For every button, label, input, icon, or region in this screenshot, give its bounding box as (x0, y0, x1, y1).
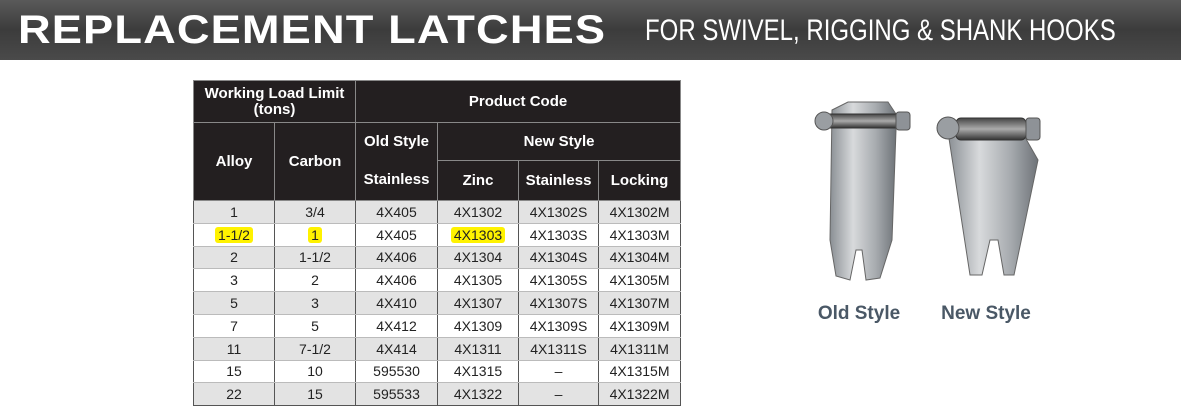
cell: 4X410 (355, 291, 439, 315)
cell: 15 (193, 360, 275, 384)
cell: – (518, 360, 600, 384)
cell: 4X1322 (437, 382, 520, 407)
row: 15 10 595530 4X1315–4X1315M (193, 360, 682, 384)
cell: 595530 (355, 360, 439, 384)
cell: 4X1304 (437, 246, 520, 270)
highlighted-text: 1-1/2 (215, 226, 253, 243)
cell: 4X1302M (598, 200, 682, 224)
cell: 4X1303 (437, 223, 520, 247)
header-cell: Stainless (355, 160, 439, 201)
cell: 2 (193, 246, 275, 270)
cell: 3/4 (273, 200, 357, 224)
header-cell: Working Load Limit (tons) (192, 80, 357, 123)
cell: 15 (273, 382, 357, 407)
row: 5 3 4X410 4X1307 4X1307S 4X1307M (193, 291, 682, 315)
header-cell: Old Style (355, 122, 439, 161)
cell: 4X1309M (598, 314, 682, 338)
cell: 4X1305S (518, 268, 600, 293)
cell: 4X405 (355, 200, 439, 224)
cell: 4X1309 (437, 314, 520, 338)
new-style-latch (936, 116, 1041, 276)
header-cell: Zinc (437, 160, 520, 201)
cell: 10 (273, 360, 357, 384)
cell: 595533 (355, 382, 439, 407)
cell: 7 (193, 314, 275, 338)
cell: 1 (273, 223, 357, 247)
cell: 4X1302 (437, 200, 520, 224)
table-body: 1 3/4 4X405 4X1302 4X1302S 4X1302M 1-1/2 1 4X40… (193, 200, 682, 407)
cell: 22 (193, 382, 275, 407)
row: 11 7-1/2 4X414 4X1311 4X1311S 4X1311M (193, 337, 682, 361)
cell: 4X412 (355, 314, 439, 338)
highlighted-text: 1 (308, 226, 322, 243)
row: 22 15 595533 4X1322–4X1322M (193, 382, 682, 407)
image-caption: New Style (941, 303, 1031, 324)
cell: 4X1309S (518, 314, 600, 338)
cell: 4X1322M (598, 382, 682, 407)
latch-table: Working Load Limit (tons) Product Code A… (192, 80, 682, 407)
header-cell: Alloy (193, 122, 275, 201)
row: 1 3/4 4X405 4X1302 4X1302S 4X1302M (193, 200, 682, 224)
title: REPLACEMENT LATCHES (18, 8, 607, 52)
latch-illustrations (814, 101, 1041, 281)
row: 3 2 4X406 4X1305 4X1305S 4X1305M (193, 268, 682, 293)
row: 2 1-1/2 4X406 4X1304 4X1304S 4X1304M (193, 246, 682, 270)
cell: 4X1307 (437, 291, 520, 315)
cell: 11 (193, 337, 275, 361)
cell: 2 (273, 268, 357, 293)
cell: 4X1315M (598, 360, 682, 384)
cell: 5 (193, 291, 275, 315)
header-cell: Locking (598, 160, 682, 201)
subtitle: FOR SWIVEL, RIGGING & SHANK HOOKS (645, 14, 1116, 47)
cell: 4X1315 (437, 360, 520, 384)
cell: 3 (273, 291, 357, 315)
cell: 7-1/2 (273, 337, 357, 361)
cell: 4X406 (355, 246, 439, 270)
cell: 3 (193, 268, 275, 293)
cell: 4X1311 (437, 337, 520, 361)
header-cell: Stainless (518, 160, 600, 201)
cell: 4X1302S (518, 200, 600, 224)
header-cell: New Style (437, 122, 682, 161)
header-cell: Carbon (273, 122, 357, 201)
cell: 4X1304M (598, 246, 682, 270)
row: 7 5 4X412 4X1309 4X1309S 4X1309M (193, 314, 682, 338)
cell: – (518, 382, 600, 407)
cell: 4X1303M (598, 223, 682, 247)
cell: 1 (193, 200, 275, 224)
cell: 4X1307S (518, 291, 600, 315)
old-style-latch (814, 101, 911, 281)
cell: 4X414 (355, 337, 439, 361)
cell: 4X1304S (518, 246, 600, 270)
cell: 4X1303S (518, 223, 600, 247)
banner: REPLACEMENT LATCHES FOR SWIVEL, RIGGING … (0, 0, 1181, 60)
cell: 4X1305M (598, 268, 682, 293)
cell: 4X1311M (598, 337, 682, 361)
cell: 4X1311S (518, 337, 600, 361)
cell: 1-1/2 (273, 246, 357, 270)
row: 1-1/2 1 4X405 4X1303 4X1303S 4X1303M (193, 223, 682, 247)
cell: 4X1305 (437, 268, 520, 293)
cell: 5 (273, 314, 357, 338)
header-cell: Product Code (355, 80, 682, 123)
cell: 4X405 (355, 223, 439, 247)
cell: 4X406 (355, 268, 439, 293)
highlighted-text: 4X1303 (450, 226, 506, 243)
image-caption: Old Style (817, 303, 901, 324)
cell: 1-1/2 (193, 223, 275, 247)
cell: 4X1307M (598, 291, 682, 315)
